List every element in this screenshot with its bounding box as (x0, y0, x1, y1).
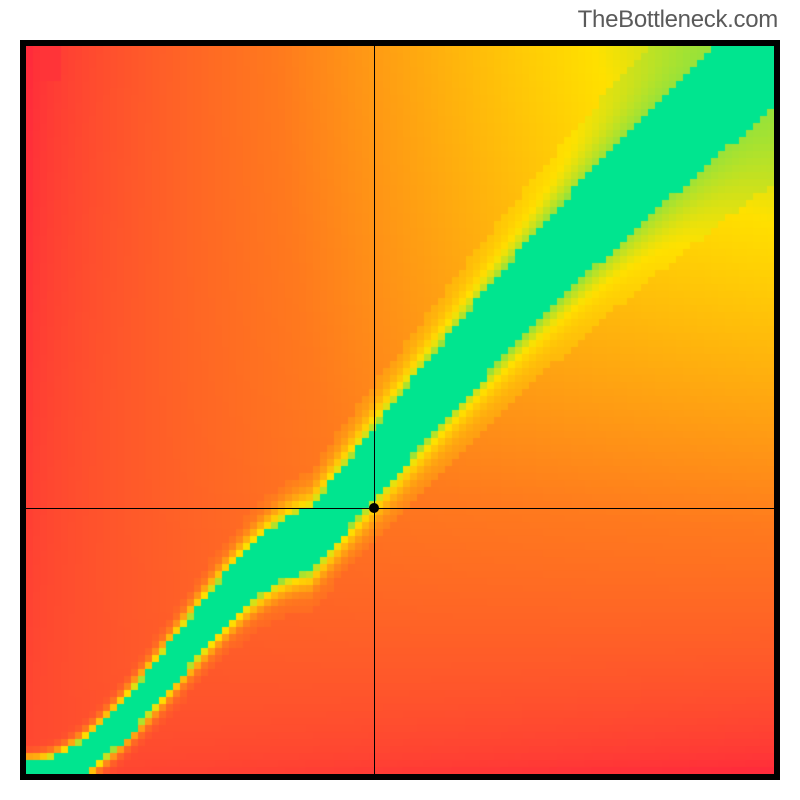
plot-area (20, 40, 780, 780)
crosshair-vertical (374, 46, 375, 774)
crosshair-horizontal (26, 508, 774, 509)
heatmap-canvas (26, 46, 774, 774)
crosshair-marker-dot (369, 503, 379, 513)
watermark-text: TheBottleneck.com (578, 6, 778, 34)
